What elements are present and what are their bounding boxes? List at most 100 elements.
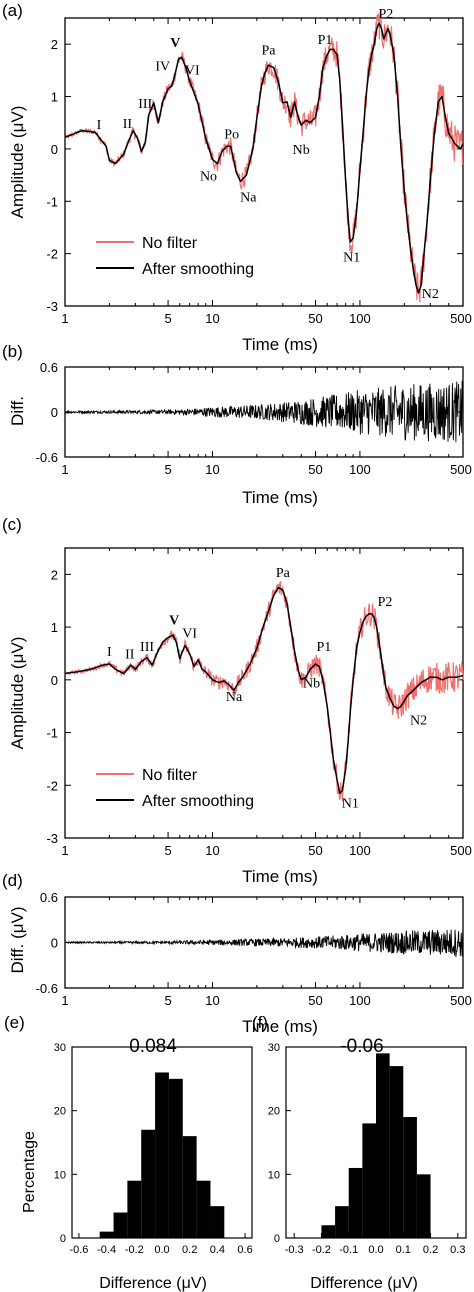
x-tick-label: 10 [205,843,219,858]
y-tick-label: 0.6 [40,360,58,375]
x-tick-label: 0.0 [154,1244,169,1256]
y-tick-label: 2 [51,567,58,582]
x-tick-label: 0.1 [396,1244,411,1256]
panel-label-c: (c) [2,515,22,534]
peak-label-ii: II [125,648,135,663]
x-tick-label: 500 [450,993,472,1008]
x-tick-label: 10 [205,311,219,326]
panel-a-ylabel: Amplitude (μV) [8,106,27,219]
legend-no-filter-label: No filter [142,235,198,252]
x-tick-label: 5 [164,462,171,477]
peak-label-n1: N1 [342,796,359,811]
peak-label-n1: N1 [343,250,360,265]
peak-label-n2: N2 [422,287,439,302]
peak-label-iii: III [140,640,154,655]
y-tick-label: -1 [46,726,58,741]
panel-a-xlabel: Time (ms) [242,335,318,354]
y-tick-label: 0 [274,1233,280,1245]
peak-label-i: I [107,645,112,660]
y-tick-label: 30 [268,1042,280,1054]
no-filter-trace [64,580,464,802]
histogram-bar [141,1129,156,1238]
peak-label-p2: P2 [378,7,393,22]
histogram-bar [416,1174,431,1238]
x-tick-label: 500 [450,843,472,858]
peak-label-iv: IV [155,59,170,74]
legend-no-filter-label: No filter [142,767,198,784]
peak-label-no: No [200,169,217,184]
y-tick-label: -2 [46,247,58,262]
difference-trace [64,380,464,443]
panel-f-chart [285,1046,467,1239]
y-tick-label: -3 [46,299,58,314]
panel-c-xlabel: Time (ms) [242,867,318,886]
panel-c-chart [64,547,464,839]
histogram-bar [182,1136,197,1238]
y-tick-label: 30 [54,1042,66,1054]
x-tick-label: 50 [308,462,322,477]
x-tick-label: 0.2 [182,1244,197,1256]
peak-label-pa: Pa [276,566,291,581]
x-tick-label: 0.6 [237,1244,252,1256]
peak-label-vi: VI [185,64,200,79]
x-tick-label: 0.3 [450,1244,465,1256]
histogram-bar [335,1206,349,1238]
panel-a-chart [64,10,464,307]
y-tick-label: -0.6 [36,450,58,465]
x-tick-label: -0.6 [69,1244,88,1256]
x-tick-label: 1 [61,843,68,858]
x-tick-label: 100 [349,843,371,858]
peak-label-na: Na [240,190,257,205]
peak-label-pa: Pa [262,44,277,59]
peak-label-i: I [97,118,102,133]
x-tick-label: 0.0 [368,1244,383,1256]
histogram-bar [403,1117,417,1238]
histogram-bar [389,1066,404,1238]
panel-a-legend: No filter After smoothing [96,235,254,278]
y-tick-label: 0 [51,936,58,951]
panel-f-xlabel: Difference (μV) [310,1275,418,1292]
smoothed-trace [64,586,464,794]
x-tick-label: 500 [450,311,472,326]
x-tick-label: 50 [308,993,322,1008]
y-tick-label: 10 [268,1169,280,1181]
y-tick-label: 0.6 [40,890,58,905]
x-tick-label: 100 [349,993,371,1008]
histogram-bar [127,1180,142,1238]
panel-e-chart [71,1046,253,1239]
panel-label-e: (e) [4,1013,25,1032]
peak-label-iii: III [138,97,152,112]
peak-label-nb: Nb [293,143,310,158]
x-tick-label: 1 [61,993,68,1008]
panel-label-f: (f) [252,1013,268,1032]
panel-e-ylabel: Percentage [21,1131,38,1213]
panel-d-chart [64,896,464,989]
y-tick-label: 0 [60,1233,66,1245]
panel-b-xlabel: Time (ms) [242,488,318,507]
histogram-bar [155,1072,169,1238]
peak-label-p2: P2 [378,595,393,610]
histogram-bar [168,1078,183,1238]
panel-label-d: (d) [2,871,23,890]
peak-label-p1: P1 [318,33,333,48]
panel-c-ylabel: Amplitude (μV) [8,637,27,750]
x-tick-label: 1 [61,462,68,477]
x-tick-label: -0.2 [312,1244,331,1256]
peak-label-v: V [169,613,179,628]
y-tick-label: 0 [51,142,58,157]
y-tick-label: -0.6 [36,981,58,996]
y-tick-label: -2 [46,778,58,793]
y-tick-label: 0 [51,673,58,688]
x-tick-label: -0.3 [285,1244,304,1256]
panel-c-legend: No filter After smoothing [96,767,254,810]
y-tick-label: 20 [54,1106,66,1118]
x-tick-label: 0.4 [210,1244,225,1256]
plot-frame [64,547,464,839]
peak-label-ii: II [123,117,133,132]
histogram-bar [362,1123,376,1238]
x-tick-label: 50 [308,843,322,858]
x-tick-label: 5 [164,993,171,1008]
plot-frame [64,17,464,307]
y-tick-label: 1 [51,620,58,635]
